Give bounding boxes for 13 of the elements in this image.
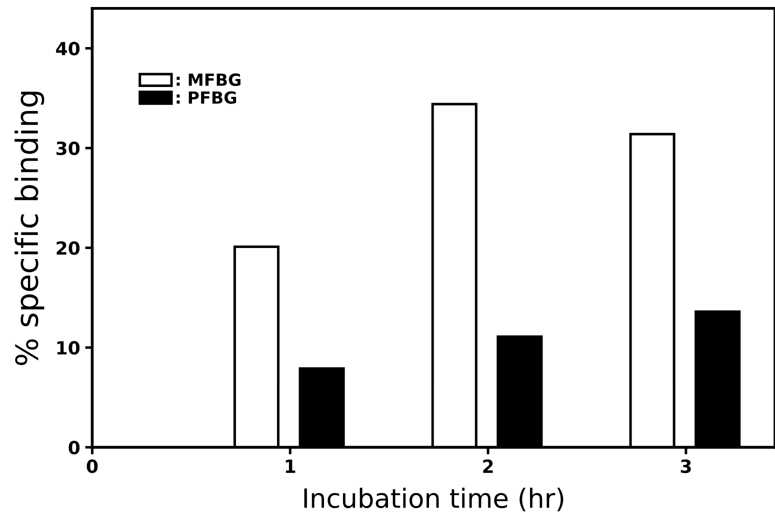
- y-tick-label: 40: [56, 42, 80, 56]
- x-tick-label: 0: [86, 459, 98, 474]
- x-tick-label: 2: [483, 459, 493, 473]
- x-tick-label: 3: [680, 459, 691, 474]
- x-tick-label: 1: [286, 460, 296, 473]
- legend-label: : PFBG: [176, 91, 236, 104]
- y-tick-label: 30: [56, 142, 80, 156]
- y-axis-title: % specific binding: [14, 92, 44, 366]
- legend-label: : MFBG: [176, 73, 240, 86]
- y-tick-label: 20: [56, 241, 80, 255]
- y-tick-label: 0: [68, 440, 80, 454]
- y-tick-label: 10: [57, 341, 80, 355]
- x-axis-title: Incubation time (hr): [304, 488, 564, 512]
